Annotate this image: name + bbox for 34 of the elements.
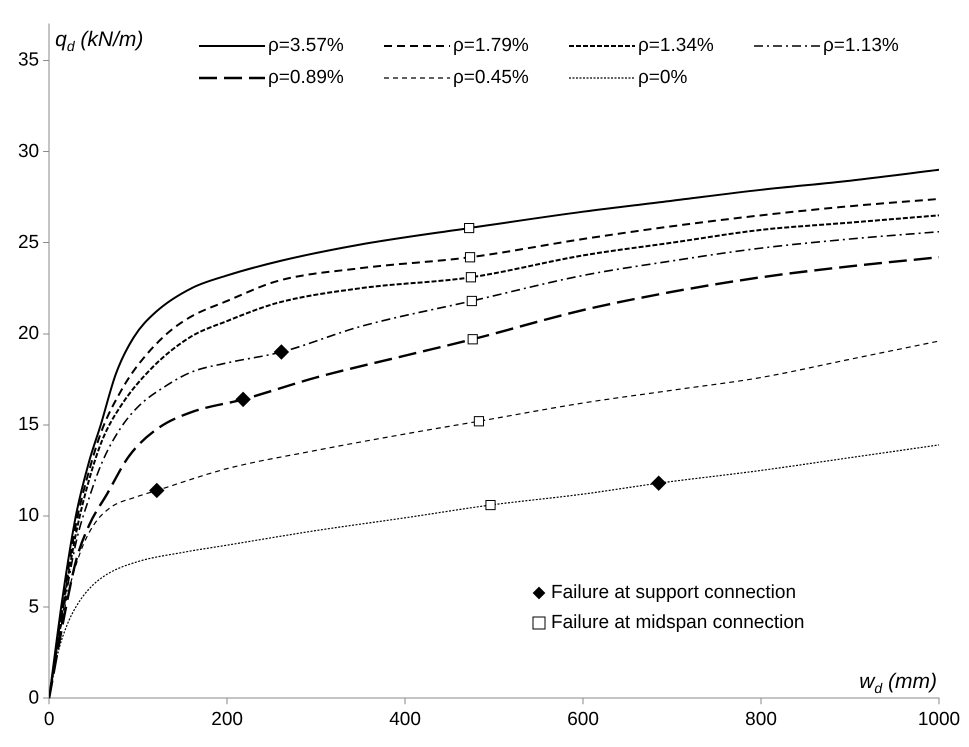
point <box>464 252 476 262</box>
point <box>468 334 478 344</box>
y-tick-label: 10 <box>18 505 40 526</box>
point <box>474 416 484 426</box>
x-tick-label: 0 <box>44 708 54 730</box>
x-tick-label: 400 <box>389 708 421 730</box>
y-tick-label: 35 <box>18 50 40 71</box>
point <box>274 344 289 360</box>
y-tick-label: 30 <box>18 140 40 162</box>
legend-label: Failure at midspan connection <box>551 612 804 634</box>
y-tick-label: 15 <box>18 414 40 436</box>
point <box>651 476 666 491</box>
y-tick-label: 20 <box>18 323 40 344</box>
point <box>466 296 477 306</box>
legend-label: ρ=0.89% <box>268 67 344 89</box>
x-tick-label: 200 <box>211 708 243 730</box>
legend-label: ρ=1.34% <box>638 35 714 57</box>
legend-label: ρ=0% <box>638 67 688 89</box>
point <box>466 272 476 282</box>
point <box>236 392 251 407</box>
y-tick-label: 0 <box>28 687 40 708</box>
point <box>149 482 164 498</box>
point <box>485 500 496 510</box>
legend-label: ρ=1.13% <box>823 35 899 57</box>
y-tick-label: 25 <box>18 232 40 253</box>
x-tick-label: 800 <box>745 708 777 730</box>
x-tick-label: 1000 <box>918 708 960 730</box>
legend-label: ρ=1.79% <box>453 35 529 57</box>
legend-label: ρ=0.45% <box>453 67 529 89</box>
point <box>464 222 474 234</box>
y-tick-label: 5 <box>28 596 40 618</box>
legend-label: ρ=3.57% <box>268 35 344 57</box>
x-tick-label: 600 <box>567 708 599 730</box>
legend-label: Failure at support connection <box>551 582 796 604</box>
